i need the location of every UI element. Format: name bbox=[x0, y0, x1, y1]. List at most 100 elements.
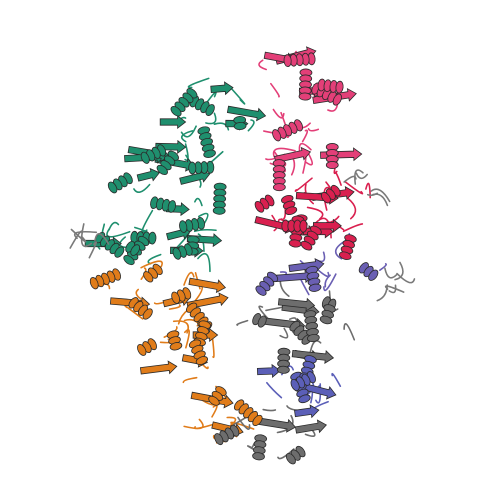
strand-arrow bbox=[294, 404, 320, 419]
alpha-helix bbox=[197, 126, 216, 158]
helix-turn bbox=[307, 333, 320, 343]
alpha-helix bbox=[166, 330, 183, 351]
beta-strand bbox=[136, 167, 161, 182]
coil-loop bbox=[323, 273, 337, 292]
coil-loop bbox=[187, 77, 210, 89]
helix-turn bbox=[179, 220, 188, 233]
helix-turn bbox=[284, 206, 298, 215]
coil-loop bbox=[354, 169, 364, 185]
alpha-helix bbox=[252, 434, 268, 461]
alpha-helix bbox=[283, 52, 316, 68]
alpha-helix bbox=[128, 297, 153, 320]
helix-turn bbox=[298, 92, 312, 101]
alpha-helix bbox=[303, 310, 320, 343]
coil-loop bbox=[343, 322, 356, 341]
coil-loop bbox=[272, 147, 296, 158]
helix-turn bbox=[205, 104, 215, 116]
helix-turn bbox=[283, 54, 292, 68]
helix-turn bbox=[143, 271, 154, 283]
coil-loop bbox=[140, 260, 163, 269]
helix-turn bbox=[332, 93, 342, 106]
coil-loop bbox=[205, 112, 217, 125]
alpha-helix bbox=[255, 271, 279, 296]
beta-strand bbox=[294, 404, 320, 419]
alpha-helix bbox=[143, 263, 163, 283]
alpha-helix bbox=[285, 445, 306, 465]
strand-arrow bbox=[188, 277, 227, 294]
coil-loop bbox=[306, 206, 324, 220]
helix-turn bbox=[252, 414, 263, 426]
strand-arrow bbox=[159, 114, 187, 129]
helix-turn bbox=[299, 219, 308, 233]
alpha-helix bbox=[188, 339, 209, 365]
alpha-helix bbox=[272, 119, 303, 142]
coil-loop bbox=[197, 212, 209, 225]
coil-loop bbox=[365, 182, 372, 199]
coil-loop bbox=[376, 284, 389, 302]
strand-arrow bbox=[294, 419, 327, 434]
helix-turn bbox=[203, 149, 216, 158]
alpha-helix bbox=[125, 241, 141, 256]
strand-arrow bbox=[210, 81, 234, 96]
strand-arrow bbox=[256, 363, 281, 378]
helix-turn bbox=[254, 201, 265, 213]
alpha-helix bbox=[150, 196, 177, 213]
coil-loop bbox=[372, 193, 389, 207]
alpha-helix bbox=[233, 116, 247, 131]
alpha-helix bbox=[272, 159, 286, 192]
helix-turn bbox=[142, 308, 153, 320]
helix-turn bbox=[107, 181, 118, 194]
coil-loop bbox=[331, 372, 342, 388]
helix-turn bbox=[130, 244, 141, 256]
alpha-helix bbox=[252, 313, 267, 328]
coil-loop bbox=[182, 376, 198, 384]
coil-loop bbox=[226, 416, 237, 427]
coil-loop bbox=[370, 188, 391, 203]
strand-arrow bbox=[277, 297, 316, 312]
coil-loop bbox=[334, 171, 342, 186]
helix-turn bbox=[300, 240, 313, 251]
alpha-helix bbox=[107, 172, 133, 194]
beta-strand bbox=[258, 417, 297, 433]
alpha-helix bbox=[95, 231, 125, 258]
alpha-helix bbox=[338, 234, 357, 260]
coil-loop bbox=[294, 177, 313, 192]
coil-loop bbox=[344, 180, 364, 195]
strand-arrow bbox=[139, 360, 178, 375]
helix-turn bbox=[89, 277, 99, 290]
alpha-helix bbox=[298, 68, 313, 101]
coil-loop bbox=[384, 267, 398, 279]
coil-loop bbox=[193, 228, 217, 233]
strand-arrow bbox=[226, 105, 267, 122]
alpha-helix bbox=[305, 265, 322, 292]
strand-arrow bbox=[288, 257, 325, 273]
coil-loop bbox=[211, 404, 218, 418]
beta-strand bbox=[294, 419, 327, 434]
alpha-helix bbox=[89, 268, 121, 290]
coil-loop bbox=[88, 241, 98, 259]
alpha-helix bbox=[300, 225, 322, 251]
alpha-helix bbox=[281, 219, 308, 233]
coil-loop bbox=[194, 285, 204, 302]
coil-loop bbox=[168, 304, 181, 310]
helix-turn bbox=[148, 231, 157, 245]
helix-turn bbox=[114, 246, 125, 258]
helix-turn bbox=[195, 356, 209, 365]
alpha-helix bbox=[188, 160, 215, 175]
coil-loop bbox=[183, 328, 190, 349]
helix-turn bbox=[212, 206, 226, 215]
helix-turn bbox=[276, 365, 290, 374]
coil-loop bbox=[394, 261, 404, 281]
helix-turn bbox=[368, 269, 379, 281]
coil-loop bbox=[247, 119, 255, 132]
alpha-helix bbox=[290, 371, 316, 392]
coil-loop bbox=[396, 272, 416, 284]
helix-turn bbox=[325, 161, 339, 170]
coil-loop bbox=[135, 288, 142, 300]
coil-loop bbox=[342, 223, 364, 233]
coil-loop bbox=[183, 271, 195, 286]
beta-strand bbox=[159, 114, 187, 129]
helix-turn bbox=[290, 378, 300, 392]
